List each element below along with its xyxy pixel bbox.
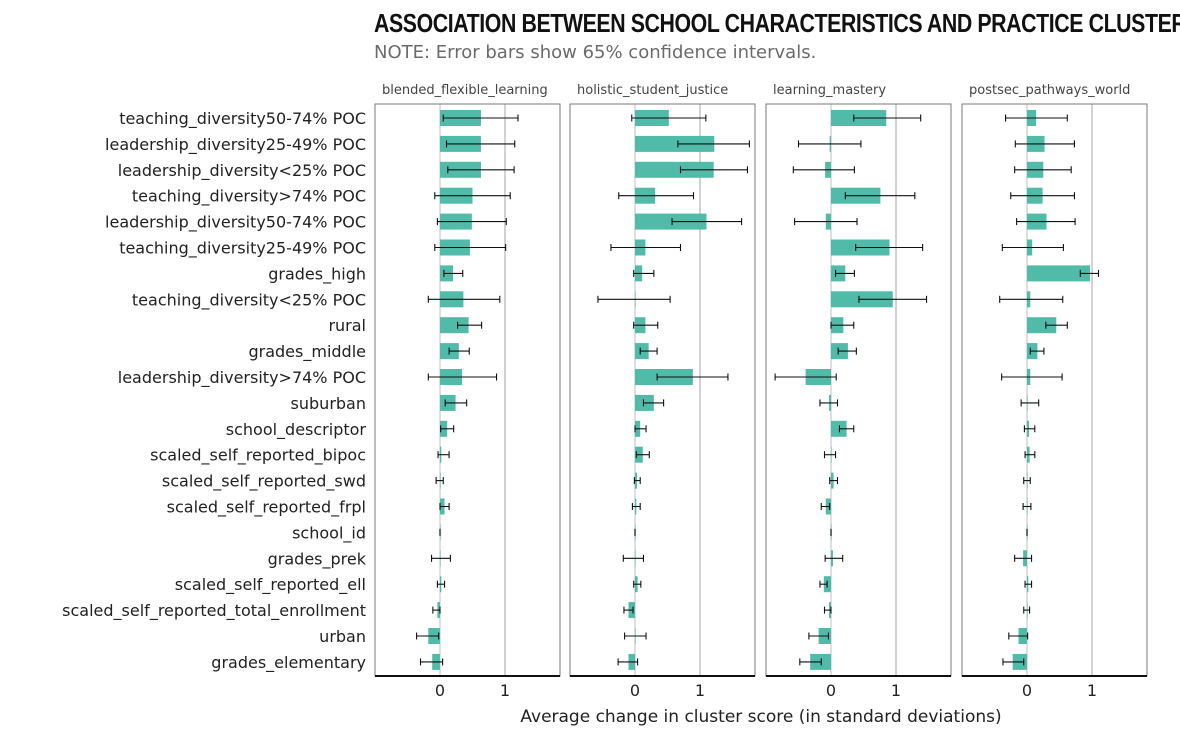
category-label: leadership_diversity25-49% POC [105, 135, 366, 155]
facet-panel: learning_mastery 0 1 [765, 83, 952, 700]
category-label: scaled_self_reported_total_enrollment [62, 601, 366, 621]
bar [635, 213, 707, 230]
bar [1027, 265, 1091, 282]
category-label: leadership_diversity>74% POC [118, 368, 366, 388]
category-label: rural [328, 316, 366, 335]
category-label: grades_high [268, 264, 366, 284]
chart-title: ASSOCIATION BETWEEN SCHOOL CHARACTERISTI… [374, 8, 1180, 38]
category-label: teaching_diversity50-74% POC [119, 109, 366, 129]
category-label: scaled_self_reported_swd [162, 472, 366, 492]
category-label: school_id [292, 523, 366, 543]
category-label: suburban [291, 394, 366, 413]
facet-panel: blended_flexible_learning 0 1 [374, 83, 561, 700]
x-tick-label: 0 [826, 681, 836, 700]
facet-panel: holistic_student_justice 0 1 [569, 83, 756, 700]
category-label: urban [319, 627, 366, 646]
x-tick-label: 1 [891, 681, 901, 700]
x-axis-title: Average change in cluster score (in stan… [520, 707, 1001, 727]
bar [440, 317, 469, 334]
category-label: leadership_diversity<25% POC [118, 161, 366, 181]
x-tick-label: 1 [1087, 681, 1097, 700]
category-label: scaled_self_reported_frpl [167, 498, 366, 518]
category-label: leadership_diversity50-74% POC [105, 213, 366, 233]
facet-label: blended_flexible_learning [382, 83, 548, 98]
category-label: teaching_diversity>74% POC [132, 187, 366, 207]
category-label: teaching_diversity25-49% POC [119, 239, 366, 259]
category-label: grades_middle [248, 342, 366, 362]
chart-subtitle: NOTE: Error bars show 65% confidence int… [374, 42, 817, 63]
bar [635, 161, 714, 178]
category-label: grades_prek [268, 549, 367, 569]
x-tick-label: 0 [1022, 681, 1032, 700]
category-label: scaled_self_reported_bipoc [150, 446, 366, 466]
category-label: scaled_self_reported_ell [175, 575, 366, 595]
category-label: teaching_diversity<25% POC [132, 290, 366, 310]
category-label: grades_elementary [211, 653, 366, 673]
x-tick-label: 1 [500, 681, 510, 700]
panel-border [569, 103, 756, 677]
panel-border [961, 103, 1148, 677]
bar [831, 420, 847, 437]
facet-label: holistic_student_justice [577, 83, 728, 98]
facet-label: learning_mastery [773, 83, 886, 98]
x-tick-label: 1 [695, 681, 705, 700]
category-label: school_descriptor [226, 420, 367, 440]
facet-label: postsec_pathways_world [969, 83, 1130, 98]
category-labels: teaching_diversity50-74% POC leadership_d… [62, 109, 367, 673]
x-tick-label: 0 [630, 681, 640, 700]
bar [1027, 317, 1057, 334]
bar [635, 135, 715, 152]
x-tick-label: 0 [435, 681, 445, 700]
facet-panel: postsec_pathways_world 0 1 [961, 83, 1148, 700]
